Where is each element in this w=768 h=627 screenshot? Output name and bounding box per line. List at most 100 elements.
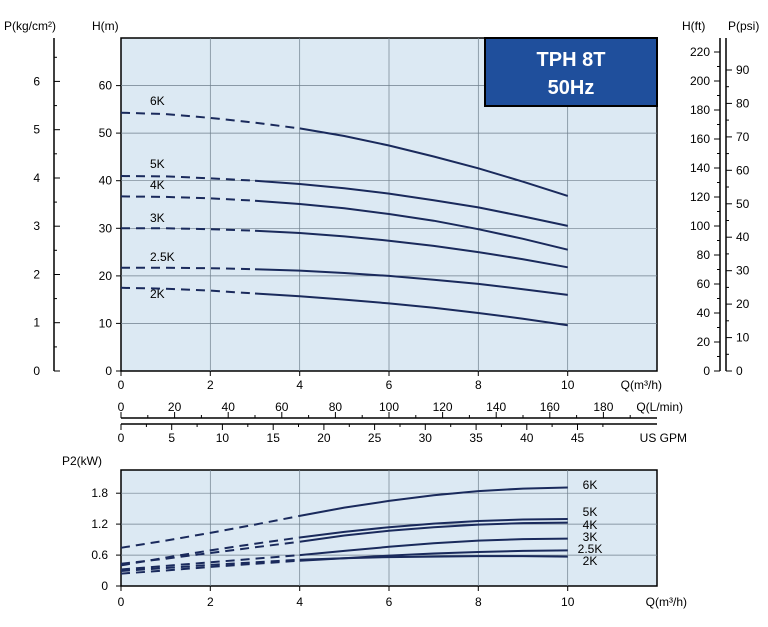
head-ft-tick-label: 80 <box>697 248 711 262</box>
power-curve-3K <box>299 537 568 557</box>
power-curve-dashed-4K <box>120 540 300 565</box>
head-ft-tick-label: 220 <box>690 45 710 59</box>
flow-gpm-tick-label: 40 <box>520 431 534 445</box>
pressure-psi-axis-title: P(psi) <box>728 19 759 33</box>
head-curve-label-2K: 2K <box>150 287 165 301</box>
head-curve-2K <box>254 292 568 327</box>
head-curve-label-6K: 6K <box>150 94 165 108</box>
head-curve-5K <box>254 179 568 227</box>
flow-gpm-axis-title: US GPM <box>640 431 687 445</box>
power-tick-label: 0 <box>101 579 108 593</box>
flow-m3h-tick-label: 2 <box>207 378 214 392</box>
power-flow-tick-label: 2 <box>207 595 214 609</box>
head-curve-2.5K <box>254 268 568 296</box>
flow-m3h-tick-label: 0 <box>118 378 125 392</box>
flow-lmin-tick-label: 160 <box>540 400 560 414</box>
pressure-psi-tick-label: 0 <box>736 364 743 378</box>
pressure-psi-tick-label: 90 <box>736 63 750 77</box>
pressure-psi-tick-label: 70 <box>736 130 750 144</box>
flow-lmin-tick-label: 180 <box>593 400 613 414</box>
flow-gpm-tick-label: 25 <box>368 431 382 445</box>
head-m-tick-label: 50 <box>99 126 113 140</box>
head-ft-tick-label: 100 <box>690 219 710 233</box>
pressure-kg-tick-label: 2 <box>33 268 40 282</box>
power-curve-2K <box>299 555 568 561</box>
head-ft-tick-label: 200 <box>690 74 710 88</box>
head-curve-label-5K: 5K <box>150 157 165 171</box>
head-curve-label-3K: 3K <box>150 211 165 225</box>
power-curve-dashed-6K <box>120 514 300 549</box>
head-curve-6K <box>299 127 569 197</box>
flow-m3h-axis-title: Q(m³/h) <box>621 378 662 392</box>
flow-m3h-tick-label: 4 <box>296 378 303 392</box>
power-curve-4K <box>299 521 568 543</box>
flow-gpm-tick-label: 20 <box>317 431 331 445</box>
head-ft-axis-title: H(ft) <box>682 19 705 33</box>
flow-gpm-tick-label: 35 <box>469 431 483 445</box>
power-curve-5K <box>299 518 568 539</box>
pressure-psi-tick-label: 30 <box>736 264 750 278</box>
power-curve-6K <box>299 486 568 517</box>
flow-lmin-tick-label: 20 <box>168 400 182 414</box>
flow-m3h-tick-label: 8 <box>475 378 482 392</box>
pressure-psi-tick-label: 80 <box>736 96 750 110</box>
pressure-psi-tick-label: 10 <box>736 331 750 345</box>
power-flow-tick-label: 6 <box>386 595 393 609</box>
flow-gpm-tick-label: 10 <box>216 431 230 445</box>
flow-m3h-tick-label: 6 <box>386 378 393 392</box>
pressure-kg-tick-label: 6 <box>33 74 40 88</box>
head-ft-tick-label: 0 <box>703 364 710 378</box>
head-ft-tick-label: 120 <box>690 190 710 204</box>
pressure-kg-tick-label: 1 <box>33 316 40 330</box>
pressure-kg-tick-label: 3 <box>33 219 40 233</box>
head-curve-dashed-4K <box>120 195 256 202</box>
head-curve-dashed-2K <box>120 286 256 295</box>
power-flow-tick-label: 8 <box>475 595 482 609</box>
head-ft-tick-label: 140 <box>690 161 710 175</box>
head-m-tick-label: 40 <box>99 174 113 188</box>
power-curve-label-2K: 2K <box>583 554 598 568</box>
model-badge-frequency: 50Hz <box>548 77 595 99</box>
flow-lmin-tick-label: 140 <box>486 400 506 414</box>
head-m-tick-label: 10 <box>99 316 113 330</box>
pressure-kg-axis-title: P(kg/cm²) <box>4 19 56 33</box>
flow-lmin-tick-label: 60 <box>275 400 289 414</box>
flow-lmin-tick-label: 80 <box>329 400 343 414</box>
head-m-tick-label: 60 <box>99 79 113 93</box>
head-curve-dashed-3K <box>121 227 256 232</box>
pressure-psi-tick-label: 50 <box>736 197 750 211</box>
head-m-tick-label: 30 <box>99 221 113 235</box>
flow-gpm-tick-label: 45 <box>571 431 585 445</box>
flow-lmin-tick-label: 120 <box>433 400 453 414</box>
flow-gpm-tick-label: 5 <box>168 431 175 445</box>
power-curve-label-3K: 3K <box>583 530 598 544</box>
pressure-kg-tick-label: 4 <box>33 171 40 185</box>
pressure-psi-tick-label: 60 <box>736 163 750 177</box>
head-m-tick-label: 20 <box>99 269 113 283</box>
flow-gpm-tick-label: 30 <box>419 431 433 445</box>
power-flow-tick-label: 4 <box>296 595 303 609</box>
power-axis-title: P2(kW) <box>62 454 102 468</box>
flow-lmin-tick-label: 0 <box>118 400 125 414</box>
power-flow-tick-label: 10 <box>561 595 575 609</box>
head-ft-tick-label: 20 <box>697 335 711 349</box>
flow-gpm-tick-label: 0 <box>118 431 125 445</box>
head-ft-tick-label: 40 <box>697 306 711 320</box>
flow-lmin-tick-label: 100 <box>379 400 399 414</box>
flow-gpm-tick-label: 15 <box>267 431 281 445</box>
power-curve-label-4K: 4K <box>583 518 598 532</box>
power-curve-label-6K: 6K <box>583 478 598 492</box>
power-tick-label: 1.2 <box>91 517 108 531</box>
power-tick-label: 1.8 <box>91 486 108 500</box>
flow-lmin-axis-title: Q(L/min) <box>636 400 683 414</box>
head-ft-tick-label: 160 <box>690 132 710 146</box>
pressure-kg-tick-label: 0 <box>33 364 40 378</box>
head-curve-dashed-5K <box>120 175 256 182</box>
power-curve-label-5K: 5K <box>583 505 598 519</box>
flow-lmin-tick-label: 40 <box>222 400 236 414</box>
head-m-axis-title: H(m) <box>92 19 119 33</box>
pressure-kg-tick-label: 5 <box>33 123 40 137</box>
power-curve-label-2.5K: 2.5K <box>578 542 603 556</box>
head-curve-label-2.5K: 2.5K <box>150 250 175 264</box>
